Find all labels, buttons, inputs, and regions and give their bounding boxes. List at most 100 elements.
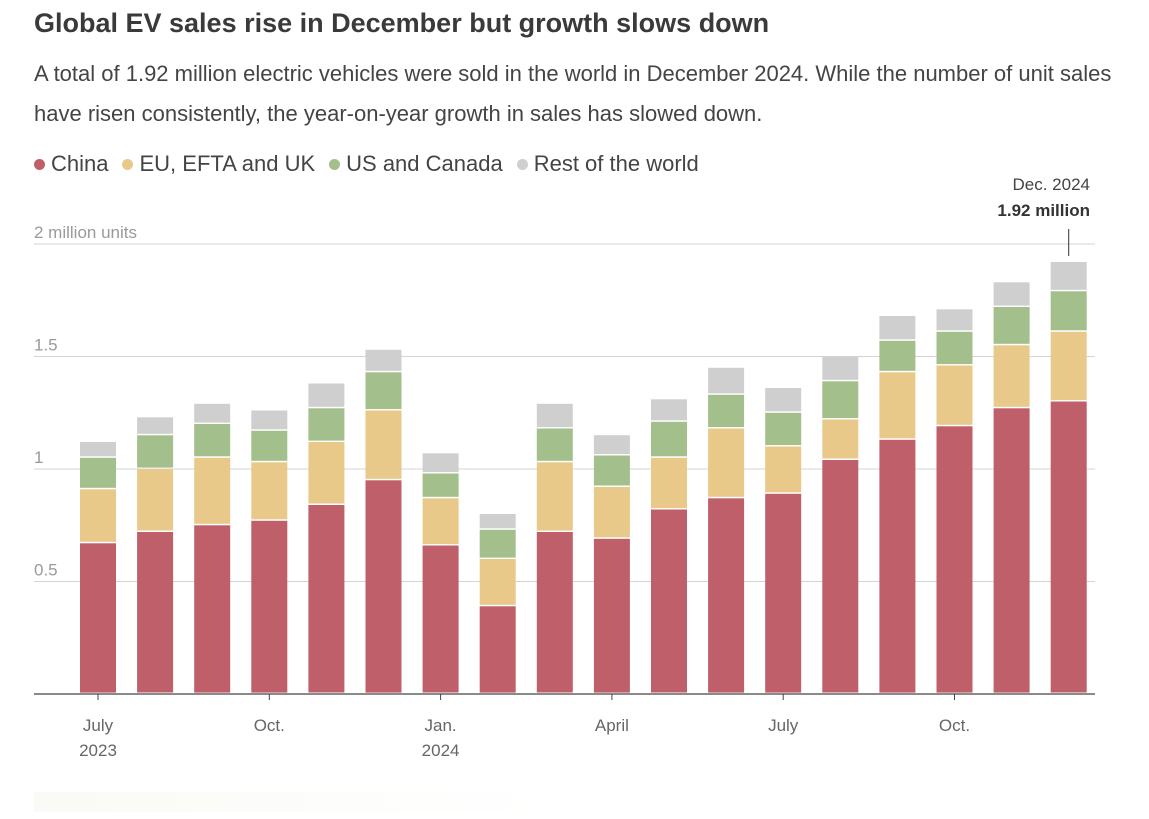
bar-segment-eu-efta-and-uk [936, 365, 973, 425]
bar-segment-china [593, 538, 630, 693]
legend-item-eu: EU, EFTA and UK [122, 151, 315, 177]
y-tick-label: 1.5 [34, 336, 58, 355]
bar-segment-rest-of-the-world [137, 417, 174, 434]
legend-item-us: US and Canada [329, 151, 503, 177]
bar-segment-china [422, 545, 459, 693]
bar-segment-eu-efta-and-uk [651, 457, 687, 509]
bar-segment-rest-of-the-world [936, 309, 973, 331]
bar-segment-us-and-canada [137, 435, 174, 468]
chart-subtitle: A total of 1.92 million electric vehicle… [34, 61, 1112, 126]
legend-dot-eu [122, 158, 134, 170]
bar-segment-china [251, 520, 288, 693]
bar-segment-us-and-canada [251, 430, 288, 461]
bar-segment-eu-efta-and-uk [536, 462, 573, 531]
bar-segment-eu-efta-and-uk [365, 410, 402, 479]
bar-segment-eu-efta-and-uk [422, 498, 459, 545]
x-tick-label: Oct. [939, 716, 970, 735]
bar-segment-china [993, 408, 1030, 693]
bar-segment-eu-efta-and-uk [708, 428, 745, 497]
legend-label-rest: Rest of the world [533, 151, 699, 176]
bar-segment-rest-of-the-world [708, 367, 745, 394]
legend-dot-china [34, 158, 45, 170]
bar-segment-rest-of-the-world [194, 403, 231, 423]
bar-segment-rest-of-the-world [765, 388, 802, 412]
bar-segment-eu-efta-and-uk [194, 457, 231, 524]
bar-segment-rest-of-the-world [479, 514, 516, 529]
legend-dot-rest [516, 158, 528, 170]
bar-segment-us-and-canada [822, 381, 859, 419]
bar-segment-china [651, 509, 687, 693]
bar-segment-china [708, 498, 745, 693]
bar-segment-us-and-canada [536, 428, 573, 461]
bar-segment-eu-efta-and-uk [80, 489, 116, 542]
bar-segment-us-and-canada [651, 421, 687, 457]
bar-segment-eu-efta-and-uk [1050, 331, 1087, 401]
bar-segment-eu-efta-and-uk [993, 345, 1030, 407]
bar-segment-us-and-canada [308, 408, 345, 441]
bar-segment-rest-of-the-world [422, 453, 459, 473]
bar-segment-china [1050, 401, 1087, 693]
bar-segment-us-and-canada [422, 473, 459, 497]
legend-item-rest: Rest of the world [516, 151, 699, 177]
bar-segment-eu-efta-and-uk [593, 487, 630, 538]
bar-segment-rest-of-the-world [879, 316, 916, 340]
annotation-date: Dec. 2024 [1013, 175, 1091, 194]
x-tick-label-year: 2024 [422, 741, 460, 760]
bar-segment-rest-of-the-world [993, 282, 1030, 306]
legend: China EU, EFTA and UK US and Canada Rest… [34, 151, 699, 177]
bar-segment-rest-of-the-world [822, 356, 859, 380]
bar-segment-china [879, 439, 916, 693]
x-tick-label: July [768, 716, 799, 735]
bar-segment-china [536, 532, 573, 693]
bar-segment-us-and-canada [80, 457, 116, 488]
chart-title: Global EV sales rise in December but gro… [34, 8, 770, 38]
legend-label-china: China [51, 151, 109, 176]
x-axis: July 2023 Oct. Jan. 2024 April July Oct. [34, 693, 1095, 760]
bar-segment-rest-of-the-world [536, 403, 573, 428]
x-tick-label: Jan. [425, 716, 457, 735]
annotation-value: 1.92 million [997, 201, 1090, 220]
bar-segment-us-and-canada [593, 455, 630, 486]
bar-segment-rest-of-the-world [308, 383, 345, 407]
bar-segment-rest-of-the-world [651, 399, 687, 421]
bar-segment-us-and-canada [479, 529, 516, 558]
bar-segment-china [137, 532, 174, 693]
bar-segment-us-and-canada [708, 394, 745, 427]
bar-segment-china [308, 505, 345, 693]
bars [80, 262, 1087, 693]
bar-segment-china [936, 426, 973, 693]
bar-segment-us-and-canada [194, 424, 231, 457]
bar-segment-eu-efta-and-uk [822, 419, 859, 459]
y-tick-label: 2 million units [34, 223, 137, 242]
bar-segment-eu-efta-and-uk [308, 442, 345, 504]
bar-segment-eu-efta-and-uk [251, 462, 288, 520]
bar-segment-us-and-canada [879, 340, 916, 371]
bar-segment-rest-of-the-world [251, 410, 288, 430]
x-tick-label: April [595, 716, 629, 735]
bar-segment-china [479, 606, 516, 693]
bar-segment-rest-of-the-world [365, 349, 402, 371]
bar-segment-china [765, 493, 802, 693]
footer-source-faded [34, 792, 554, 812]
bar-segment-us-and-canada [1050, 291, 1087, 331]
legend-label-us: US and Canada [346, 151, 503, 176]
y-tick-label: 0.5 [34, 561, 58, 580]
x-tick-label: Oct. [254, 716, 285, 735]
bar-segment-eu-efta-and-uk [137, 469, 174, 531]
bar-segment-china [80, 543, 116, 693]
legend-label-eu: EU, EFTA and UK [139, 151, 316, 176]
bar-segment-eu-efta-and-uk [879, 372, 916, 439]
x-tick-label-year: 2023 [79, 741, 117, 760]
legend-dot-us [329, 158, 341, 170]
bar-segment-us-and-canada [936, 331, 973, 365]
bar-segment-eu-efta-and-uk [765, 446, 802, 493]
bar-segment-rest-of-the-world [593, 435, 630, 454]
x-tick-label: July [83, 716, 114, 735]
bar-segment-us-and-canada [765, 412, 802, 446]
bar-segment-us-and-canada [993, 307, 1030, 344]
bar-segment-us-and-canada [365, 372, 402, 410]
y-tick-label: 1 [34, 448, 43, 467]
bar-segment-china [822, 460, 859, 693]
bar-segment-rest-of-the-world [1050, 262, 1087, 290]
